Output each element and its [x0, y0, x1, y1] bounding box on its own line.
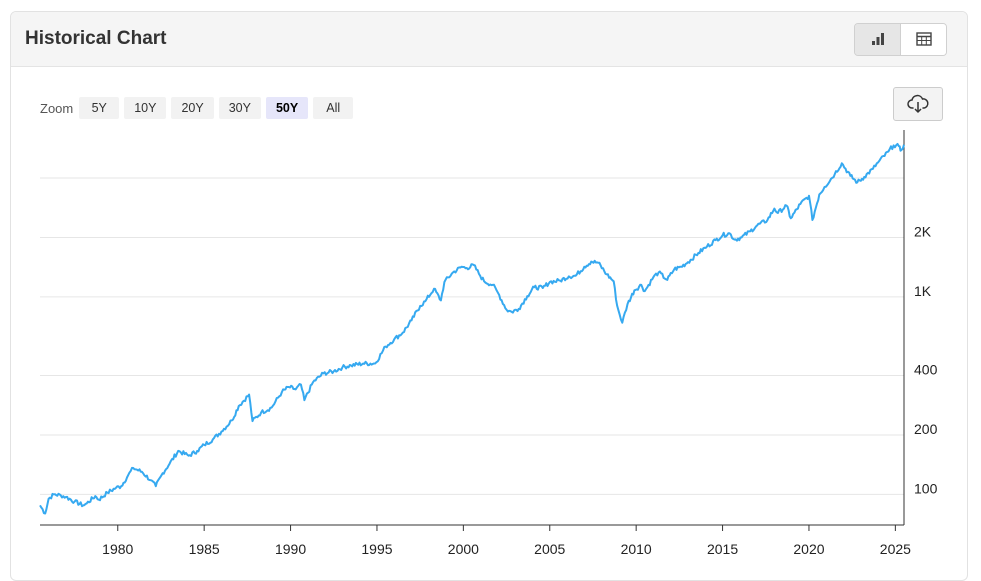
card-header: Historical Chart	[11, 12, 967, 67]
zoom-label: Zoom	[40, 100, 74, 116]
x-tick-label: 1980	[102, 541, 133, 557]
zoom-20y-button[interactable]: 20Y	[171, 97, 214, 119]
chart-title: Historical Chart	[25, 28, 167, 49]
y-tick-label: 2K	[914, 223, 932, 239]
x-tick-label: 2015	[707, 541, 738, 557]
y-tick-label: 200	[914, 421, 938, 437]
x-tick-label: 1995	[361, 541, 392, 557]
zoom-30y-button[interactable]: 30Y	[218, 97, 261, 119]
zoom-controls: Zoom 5Y 10Y 20Y 30Y 50Y All	[40, 97, 354, 119]
chart-view-button[interactable]	[855, 23, 901, 55]
zoom-50y-button[interactable]: 50Y	[265, 97, 309, 119]
zoom-all-button[interactable]: All	[313, 97, 354, 119]
table-icon	[915, 32, 932, 46]
y-tick-label: 100	[914, 480, 938, 496]
x-tick-label: 1990	[275, 541, 306, 557]
series-line-0	[39, 142, 905, 515]
tick-labels: 1980 1985 1990 1995 2000 2005 2010 2015 2020 2025…	[102, 223, 937, 557]
y-tick-label: 1K	[914, 283, 932, 299]
x-tick-label: 2020	[793, 541, 824, 557]
zoom-10y-button[interactable]: 10Y	[124, 97, 167, 119]
download-button[interactable]	[893, 87, 943, 121]
x-tick-label: 2000	[448, 541, 479, 557]
x-tick-label: 2005	[534, 541, 565, 557]
x-tick-label: 1985	[189, 541, 220, 557]
series-layer	[39, 142, 905, 515]
grid-lines	[40, 177, 904, 495]
axes	[40, 130, 905, 526]
y-tick-label: 400	[914, 362, 938, 378]
historical-chart-card: Historical Chart Zoom 5	[10, 11, 968, 581]
x-tick-label: 2010	[621, 541, 652, 557]
table-view-button[interactable]	[901, 23, 946, 55]
view-toggle	[854, 22, 947, 56]
bar-chart-icon	[871, 33, 884, 45]
zoom-5y-button[interactable]: 5Y	[79, 97, 120, 119]
x-tick-label: 2025	[880, 541, 911, 557]
cloud-download-icon	[907, 94, 929, 113]
historical-line-chart: 1980 1985 1990 1995 2000 2005 2010 2015 2020 2025…	[39, 130, 938, 557]
